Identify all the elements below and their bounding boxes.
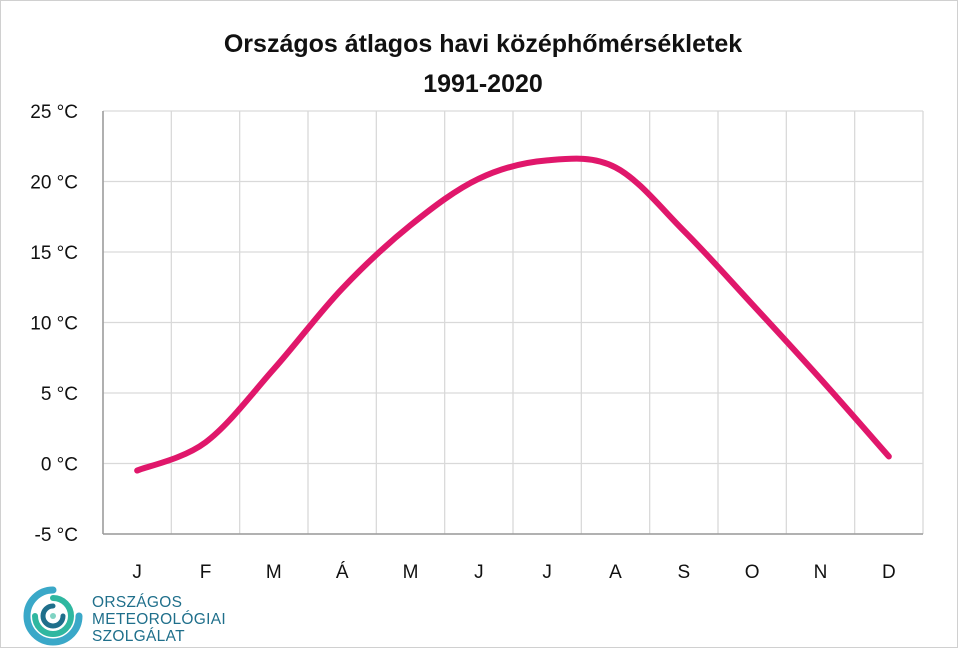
- logo-line-3: SZOLGÁLAT: [92, 628, 185, 645]
- series-line-0: [134, 155, 892, 474]
- y-tick-label: 10 °C: [30, 314, 78, 335]
- logo-text: ORSZÁGOS METEOROLÓGIAI SZOLGÁLAT: [92, 594, 226, 645]
- x-tick-label: N: [814, 562, 828, 583]
- omsz-logo: ORSZÁGOS METEOROLÓGIAI SZOLGÁLAT: [20, 584, 280, 648]
- x-tick-label: Á: [336, 562, 349, 583]
- y-tick-label: 20 °C: [30, 173, 78, 194]
- x-tick-label: M: [403, 562, 419, 583]
- x-tick-label: D: [882, 562, 896, 583]
- x-tick-label: J: [542, 562, 552, 583]
- x-tick-label: M: [266, 562, 282, 583]
- y-tick-label: 25 °C: [30, 102, 78, 123]
- x-tick-label: S: [677, 562, 690, 583]
- y-axis-ticks: -5 °C 0 °C 5 °C 10 °C 15 °C 20 °C 25 °C: [30, 102, 78, 546]
- y-tick-label: 15 °C: [30, 243, 78, 264]
- y-tick-label: 5 °C: [41, 384, 78, 405]
- chart-subtitle: 1991-2020: [423, 70, 543, 98]
- x-tick-label: F: [200, 562, 212, 583]
- y-tick-label: 0 °C: [41, 455, 78, 476]
- x-tick-label: A: [609, 562, 622, 583]
- y-tick-label: -5 °C: [35, 525, 79, 546]
- logo-line-2: METEOROLÓGIAI: [92, 611, 226, 628]
- x-tick-label: J: [132, 562, 142, 583]
- logo-swirl-icon: [23, 586, 83, 646]
- x-tick-label: O: [745, 562, 760, 583]
- logo-line-1: ORSZÁGOS: [92, 594, 183, 611]
- grid: [102, 110, 924, 535]
- chart-title: Országos átlagos havi középhőmérsékletek: [224, 30, 742, 58]
- series-layer: [134, 155, 892, 474]
- x-tick-label: J: [474, 562, 484, 583]
